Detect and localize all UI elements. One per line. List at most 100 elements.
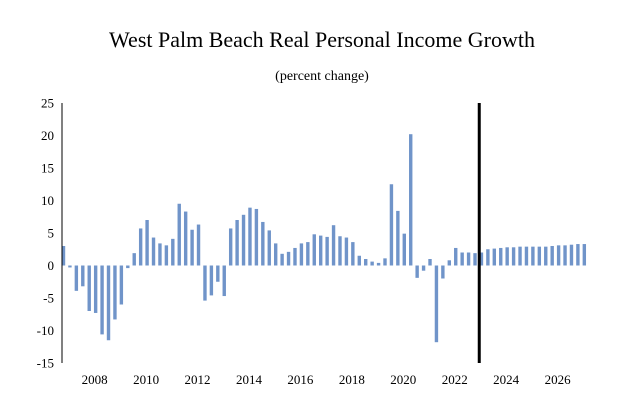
y-tick-label: 0 xyxy=(48,258,55,273)
bar xyxy=(383,258,387,266)
bar xyxy=(228,228,233,266)
bar xyxy=(151,237,156,266)
bar xyxy=(479,252,484,266)
bar xyxy=(100,265,104,335)
x-tick-label: 2016 xyxy=(287,372,314,387)
bar xyxy=(280,253,284,266)
bar xyxy=(486,249,490,266)
bar xyxy=(209,265,214,296)
x-tick-label: 2012 xyxy=(185,372,211,387)
y-tick-label: 5 xyxy=(48,226,55,241)
bar xyxy=(190,229,194,266)
bar xyxy=(145,220,149,266)
bar xyxy=(299,243,304,266)
bar xyxy=(447,260,451,266)
bar xyxy=(531,246,535,266)
y-tick-label: 15 xyxy=(41,161,54,176)
bars xyxy=(61,134,587,343)
bar xyxy=(87,265,91,311)
y-tick-label: -15 xyxy=(37,356,54,371)
x-tick-label: 2008 xyxy=(82,372,108,387)
x-tick-label: 2014 xyxy=(236,372,263,387)
bar xyxy=(325,236,329,266)
bar xyxy=(183,211,188,266)
bar xyxy=(524,246,529,266)
bar xyxy=(421,265,426,271)
y-tick-label: 20 xyxy=(41,128,54,143)
bar xyxy=(402,233,406,266)
chart-title: West Palm Beach Real Personal Income Gro… xyxy=(109,27,535,52)
x-tick-label: 2010 xyxy=(133,372,159,387)
x-tick-label: 2018 xyxy=(339,372,365,387)
bar xyxy=(132,253,136,266)
bar xyxy=(216,265,220,282)
bar xyxy=(434,265,439,343)
bar xyxy=(126,265,130,269)
bar xyxy=(376,262,381,266)
y-tick-label: -10 xyxy=(37,323,54,338)
bar xyxy=(119,265,124,305)
bar xyxy=(81,265,85,287)
y-axis-labels: 25 20 15 10 5 0 -5 -10 -15 xyxy=(37,96,54,371)
bar xyxy=(351,242,355,266)
bar xyxy=(319,235,323,266)
bar xyxy=(492,248,497,266)
x-tick-label: 2026 xyxy=(545,372,572,387)
bar xyxy=(396,210,400,266)
bar xyxy=(113,265,117,320)
bar xyxy=(261,221,265,266)
bar xyxy=(312,234,316,266)
bar xyxy=(293,247,297,266)
bar xyxy=(106,265,111,341)
bar xyxy=(569,244,574,266)
bar xyxy=(428,259,432,266)
bar xyxy=(203,265,207,301)
bar xyxy=(505,247,509,266)
bar xyxy=(415,265,419,278)
x-tick-label: 2024 xyxy=(493,372,520,387)
bar xyxy=(158,243,162,266)
bar xyxy=(306,242,310,266)
bar xyxy=(389,184,394,266)
bar xyxy=(550,246,554,266)
bar xyxy=(171,238,175,266)
bar xyxy=(248,207,252,266)
bar xyxy=(222,265,226,297)
y-tick-label: -5 xyxy=(43,291,54,306)
bar xyxy=(138,228,143,266)
bar xyxy=(537,246,542,266)
x-axis-labels: 2008 2010 2012 2014 2016 2018 2020 2022 2024 2026 xyxy=(82,372,571,387)
bar xyxy=(370,261,374,266)
bar xyxy=(511,247,516,266)
bar xyxy=(441,265,445,279)
bar xyxy=(576,244,580,266)
bar xyxy=(473,253,477,266)
bar xyxy=(254,208,259,266)
bar xyxy=(556,245,561,266)
bar xyxy=(344,237,349,266)
bar xyxy=(357,255,361,266)
bar xyxy=(563,245,567,266)
bar xyxy=(273,243,278,266)
bar xyxy=(409,134,413,266)
bar xyxy=(454,247,458,266)
x-tick-label: 2020 xyxy=(390,372,416,387)
bar xyxy=(460,252,464,266)
y-tick-label: 10 xyxy=(41,193,54,208)
x-tick-label: 2022 xyxy=(442,372,468,387)
bar xyxy=(74,265,79,291)
bar xyxy=(267,230,271,266)
bar xyxy=(499,247,503,266)
bar xyxy=(364,259,368,266)
bar xyxy=(544,246,548,266)
chart-subtitle: (percent change) xyxy=(275,69,369,84)
bar xyxy=(338,236,342,266)
bar xyxy=(93,265,98,313)
bar xyxy=(331,225,336,266)
bar xyxy=(518,246,522,266)
bar xyxy=(68,265,72,268)
bar xyxy=(466,252,471,266)
bar xyxy=(286,251,291,266)
bar xyxy=(241,214,246,266)
bar xyxy=(235,220,239,266)
